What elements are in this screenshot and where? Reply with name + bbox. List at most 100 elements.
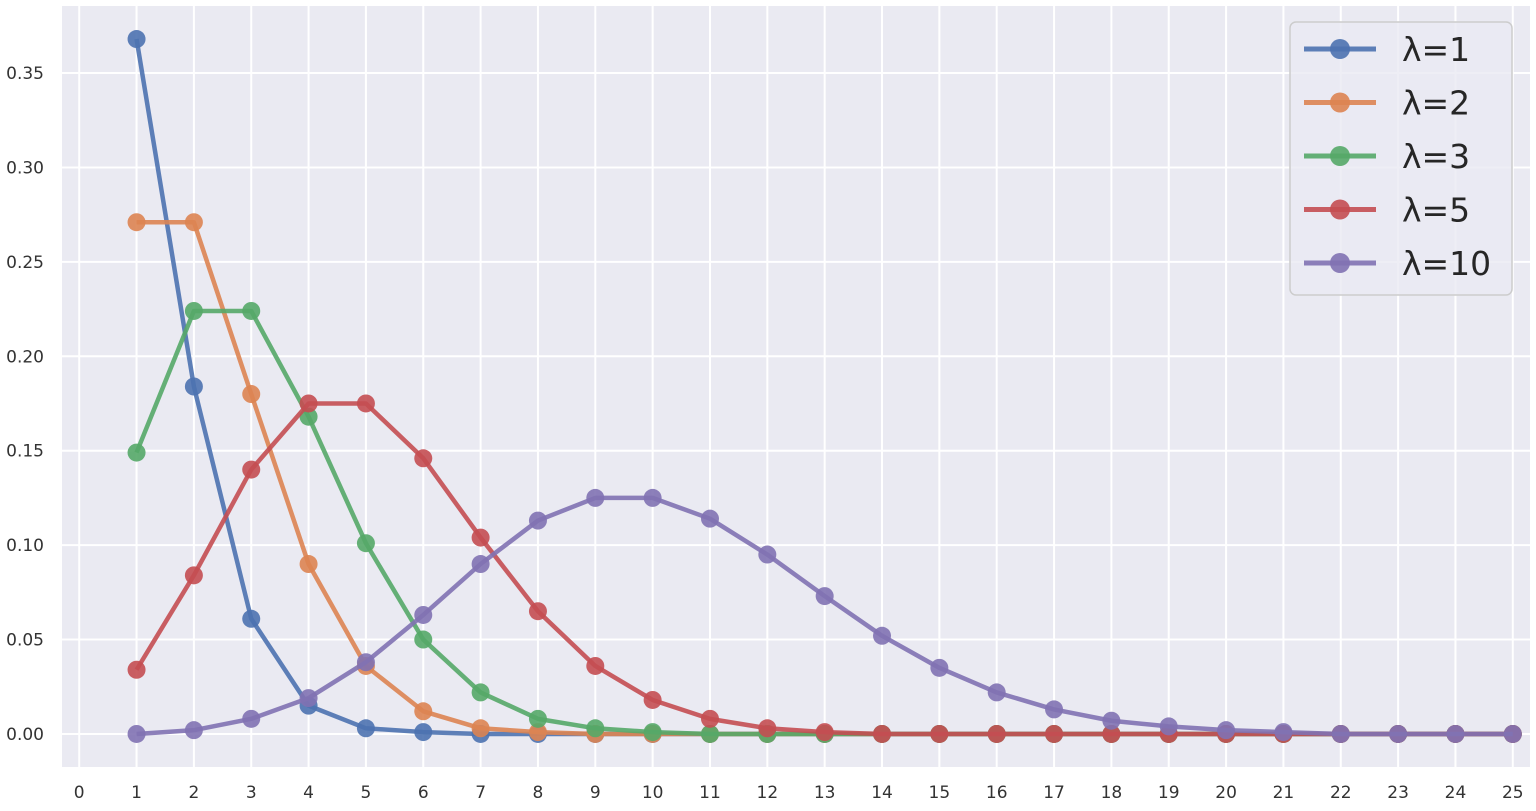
data-point (1102, 711, 1121, 730)
data-point (299, 407, 318, 426)
legend-item: λ=1 (1304, 30, 1470, 69)
x-tick-label: 19 (1158, 783, 1180, 803)
data-point (528, 709, 547, 728)
data-point (471, 719, 490, 738)
legend-label: λ=5 (1402, 191, 1470, 230)
data-point (1217, 721, 1236, 740)
legend-marker (1330, 92, 1350, 113)
y-tick-label: 0.15 (6, 442, 44, 462)
data-point (873, 724, 892, 743)
series-5 (127, 488, 1522, 743)
data-point (356, 653, 375, 672)
data-point (1274, 723, 1293, 742)
data-point (1446, 724, 1465, 743)
y-tick-label: 0.20 (6, 347, 44, 367)
legend: λ=1 λ=2 λ=3 λ=5 λ=10 (1289, 21, 1513, 296)
x-tick-label: 8 (533, 783, 544, 803)
data-point (127, 660, 146, 679)
y-tick-label: 0.10 (6, 536, 44, 556)
data-point (299, 555, 318, 574)
data-point (1102, 724, 1121, 743)
data-point (528, 723, 547, 742)
x-tick-label: 2 (188, 783, 199, 803)
data-point (299, 689, 318, 708)
legend-label: λ=3 (1402, 137, 1470, 176)
x-tick-label: 10 (642, 783, 664, 803)
data-point (184, 213, 203, 232)
y-tick-label: 0.25 (6, 253, 44, 273)
data-point (1045, 700, 1064, 719)
x-tick-label: 17 (1043, 783, 1065, 803)
data-point (242, 609, 261, 628)
x-tick-label: 3 (246, 783, 257, 803)
data-point (528, 602, 547, 621)
x-tick-label: 22 (1330, 783, 1352, 803)
legend-marker (1330, 253, 1350, 273)
data-point (127, 30, 146, 49)
x-tick-label: 6 (418, 783, 429, 803)
data-point (471, 683, 490, 702)
x-tick-label: 24 (1445, 783, 1467, 803)
data-point (815, 723, 834, 742)
data-point (471, 528, 490, 547)
x-tick-label: 23 (1387, 783, 1409, 803)
y-tick-label: 0.05 (6, 631, 44, 651)
legend-label: λ=1 (1402, 30, 1470, 69)
grid-lines (62, 6, 1530, 767)
legend-marker (1330, 39, 1350, 59)
data-point (643, 488, 662, 507)
data-point (815, 587, 834, 606)
legend-label: λ=10 (1402, 244, 1491, 283)
data-point (414, 723, 433, 742)
x-tick-label: 7 (475, 783, 486, 803)
data-point (127, 443, 146, 462)
data-point (242, 301, 261, 320)
legend-frame (1289, 21, 1513, 296)
data-point (643, 723, 662, 742)
x-axis-ticks: 0 1 2 3 4 5 6 7 8 9 10 11 12 13 14 15 16 17 18 19 20 21 22 23 24… (74, 783, 1524, 803)
data-point (700, 509, 719, 528)
data-point (700, 709, 719, 728)
data-point (930, 658, 949, 677)
legend-item: λ=5 (1304, 191, 1470, 230)
legend-marker (1330, 146, 1350, 166)
legend-item: λ=3 (1304, 137, 1470, 176)
x-tick-label: 12 (757, 783, 779, 803)
data-point (1045, 724, 1064, 743)
data-point (184, 566, 203, 585)
data-point (127, 724, 146, 743)
legend-item: λ=10 (1304, 244, 1491, 283)
x-tick-label: 15 (929, 783, 951, 803)
data-point (758, 719, 777, 738)
legend-marker (1330, 199, 1350, 220)
data-point (356, 719, 375, 738)
data-point (987, 683, 1006, 702)
x-tick-label: 14 (871, 783, 893, 803)
x-tick-label: 13 (814, 783, 836, 803)
y-axis-ticks: 0.00 0.05 0.10 0.15 0.20 0.25 0.30 0.35 (6, 64, 44, 745)
data-point (873, 626, 892, 645)
data-point (242, 709, 261, 728)
data-point (1503, 724, 1522, 743)
data-point (586, 656, 605, 675)
x-tick-label: 4 (303, 783, 314, 803)
data-point (643, 690, 662, 709)
legend-label: λ=2 (1402, 84, 1470, 123)
x-tick-label: 16 (986, 783, 1008, 803)
x-tick-label: 18 (1101, 783, 1123, 803)
data-point (356, 394, 375, 413)
data-point (414, 449, 433, 468)
x-tick-label: 21 (1273, 783, 1295, 803)
data-point (184, 301, 203, 320)
data-point (184, 377, 203, 396)
x-tick-label: 20 (1215, 783, 1237, 803)
y-tick-label: 0.00 (6, 725, 44, 745)
x-tick-label: 9 (590, 783, 601, 803)
data-point (1389, 724, 1408, 743)
y-tick-label: 0.35 (6, 64, 44, 84)
data-point (127, 213, 146, 232)
data-point (1331, 724, 1350, 743)
data-point (586, 488, 605, 507)
